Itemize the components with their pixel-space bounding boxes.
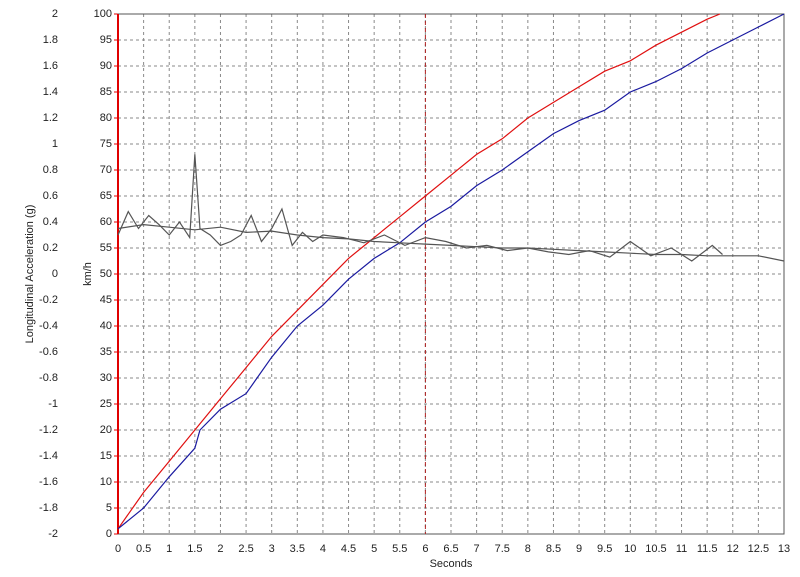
- x-tick-label: 2: [217, 543, 223, 555]
- x-tick-label: 6: [422, 543, 428, 555]
- y-tick-label: -1.2: [39, 424, 58, 436]
- x-tick-label: 1.5: [187, 543, 202, 555]
- x-tick-label: 0.5: [136, 543, 151, 555]
- y-tick-label: -1.4: [39, 450, 58, 462]
- x-tick-label: 13: [778, 543, 790, 555]
- y-tick-label: -2: [48, 528, 58, 540]
- y-tick-label: -0.8: [39, 372, 58, 384]
- y-tick-label: 1.2: [43, 112, 58, 124]
- x-tick-label: 3: [269, 543, 275, 555]
- y2-tick-label: 90: [100, 60, 112, 72]
- y-tick-label: -1.8: [39, 502, 58, 514]
- x-tick-label: 6.5: [443, 543, 458, 555]
- y-tick-label: -0.2: [39, 294, 58, 306]
- y2-tick-label: 85: [100, 86, 112, 98]
- y2-tick-label: 80: [100, 112, 112, 124]
- y2-tick-label: 55: [100, 242, 112, 254]
- series-line: [117, 223, 785, 262]
- y2-tick-label: 30: [100, 372, 112, 384]
- x-tick-label: 12.5: [748, 543, 769, 555]
- y2-tick-label: 65: [100, 190, 112, 202]
- y-tick-label: -0.6: [39, 346, 58, 358]
- y2-axis-label: km/h: [82, 262, 94, 286]
- x-tick-label: 11: [676, 543, 687, 555]
- x-tick-label: 1: [166, 543, 172, 555]
- y2-tick-label: 45: [100, 294, 112, 306]
- y2-tick-label: 70: [100, 164, 112, 176]
- x-tick-label: 10.5: [645, 543, 666, 555]
- y-axis-label: Longitudinal Acceleration (g): [24, 205, 36, 344]
- y2-tick-label: 10: [100, 476, 112, 488]
- y-tick-label: 1.6: [43, 60, 58, 72]
- y2-tick-label: 15: [100, 450, 112, 462]
- x-tick-label: 8.5: [546, 543, 561, 555]
- x-tick-label: 2.5: [238, 543, 253, 555]
- x-tick-label: 4: [320, 543, 326, 555]
- x-tick-label: 9: [576, 543, 582, 555]
- x-tick-label: 7.5: [495, 543, 510, 555]
- y-tick-label: -0.4: [39, 320, 58, 332]
- x-tick-label: 12: [727, 543, 739, 555]
- y2-tick-label: 40: [100, 320, 112, 332]
- y-tick-label: 0: [52, 268, 58, 280]
- y2-tick-label: 100: [94, 8, 112, 20]
- y-tick-label: 0.6: [43, 190, 58, 202]
- y2-tick-label: 35: [100, 346, 112, 358]
- x-tick-label: 9.5: [597, 543, 612, 555]
- series-line: [117, 13, 785, 530]
- y2-tick-label: 20: [100, 424, 112, 436]
- y2-tick-label: 5: [106, 502, 112, 514]
- x-tick-label: 3.5: [290, 543, 305, 555]
- y-tick-label: 1.8: [43, 34, 58, 46]
- x-tick-label: 10: [624, 543, 636, 555]
- x-tick-label: 4.5: [341, 543, 356, 555]
- x-tick-label: 5: [371, 543, 377, 555]
- y2-tick-label: 50: [100, 268, 112, 280]
- y-tick-label: -1.6: [39, 476, 58, 488]
- y2-tick-label: 75: [100, 138, 112, 150]
- y2-tick-label: 25: [100, 398, 112, 410]
- y-tick-label: 1: [52, 138, 58, 150]
- x-tick-label: 5.5: [392, 543, 407, 555]
- y-tick-label: 0.8: [43, 164, 58, 176]
- x-tick-label: 7: [474, 543, 480, 555]
- y-tick-label: 0.2: [43, 242, 58, 254]
- y-tick-label: 0.4: [43, 216, 58, 228]
- series-line: [117, 13, 721, 530]
- y2-tick-label: 95: [100, 34, 112, 46]
- y2-tick-label: 60: [100, 216, 112, 228]
- y-tick-label: 2: [52, 8, 58, 20]
- y-tick-label: -1: [48, 398, 58, 410]
- x-tick-label: 11.5: [697, 543, 718, 555]
- y-tick-label: 1.4: [43, 86, 58, 98]
- x-tick-label: 8: [525, 543, 531, 555]
- x-tick-label: 0: [115, 543, 121, 555]
- y2-tick-label: 0: [106, 528, 112, 540]
- x-axis-label: Seconds: [430, 558, 473, 570]
